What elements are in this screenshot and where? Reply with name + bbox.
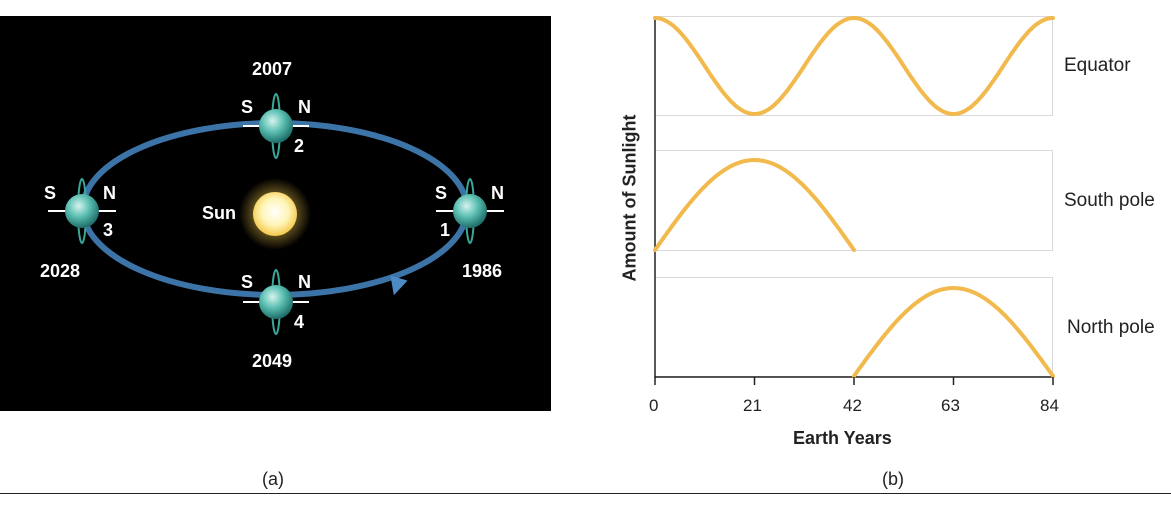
position-number-3: 3 bbox=[103, 220, 114, 240]
orbit-diagram-svg bbox=[48, 93, 504, 335]
x-tick-label-21: 21 bbox=[743, 396, 762, 415]
planet-position-1 bbox=[436, 178, 504, 244]
sun-icon bbox=[253, 192, 297, 236]
bottom-rule bbox=[0, 493, 1171, 494]
south-label-3: S bbox=[44, 183, 57, 203]
year-label-1986: 1986 bbox=[462, 261, 503, 281]
position-number-2: 2 bbox=[294, 136, 305, 156]
planet-position-3 bbox=[48, 178, 116, 244]
year-label-2028: 2028 bbox=[40, 261, 81, 281]
north-label-3: N bbox=[103, 183, 116, 203]
series-label-north-pole: North pole bbox=[1067, 317, 1155, 338]
x-tick-label-84: 84 bbox=[1040, 396, 1059, 415]
panel-b-caption: (b) bbox=[882, 469, 904, 489]
sunlight-curve-north-pole bbox=[852, 285, 1055, 378]
south-label-2: S bbox=[241, 97, 254, 117]
position-number-1: 1 bbox=[440, 220, 451, 240]
north-label-1: N bbox=[491, 183, 504, 203]
position-number-4: 4 bbox=[294, 312, 305, 332]
x-axis-title: Earth Years bbox=[793, 428, 892, 448]
x-tick-label-63: 63 bbox=[941, 396, 960, 415]
planet-position-4 bbox=[243, 269, 309, 335]
sun-label: Sun bbox=[202, 203, 236, 223]
planet-position-2 bbox=[243, 93, 309, 159]
north-label-2: N bbox=[298, 97, 311, 117]
year-label-2049: 2049 bbox=[252, 351, 293, 371]
orbit-diagram-panel: 2007 S N 2 S N 3 2028 S N 1 1986 Sun S N… bbox=[0, 16, 551, 411]
sunlight-curve-south-pole bbox=[653, 157, 856, 252]
x-tick-label-0: 0 bbox=[649, 396, 659, 415]
orbit-direction-arrow-icon bbox=[390, 275, 408, 296]
series-label-equator: Equator bbox=[1064, 55, 1131, 76]
year-label-2007: 2007 bbox=[252, 59, 293, 79]
south-label-1: S bbox=[435, 183, 448, 203]
south-label-4: S bbox=[241, 272, 254, 292]
panel-a-caption: (a) bbox=[262, 469, 284, 489]
series-label-south-pole: South pole bbox=[1064, 190, 1155, 211]
y-axis-title: Amount of Sunlight bbox=[619, 114, 640, 282]
x-tick-label-42: 42 bbox=[843, 396, 862, 415]
sunlight-curve-equator bbox=[653, 15, 1055, 117]
north-label-4: N bbox=[298, 272, 311, 292]
